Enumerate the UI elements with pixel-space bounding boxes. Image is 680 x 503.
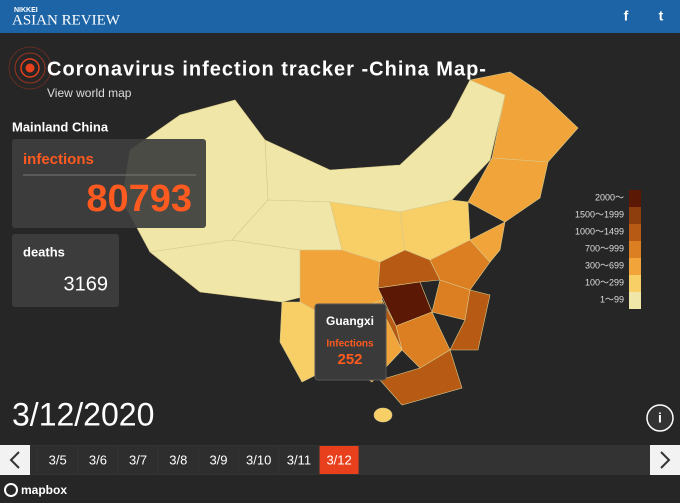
legend-label: 1500～1999 <box>575 209 624 219</box>
tooltip <box>314 303 387 381</box>
date-button[interactable] <box>239 446 279 474</box>
legend-swatch <box>629 275 641 292</box>
date-label[interactable]: 3/11 <box>287 452 311 467</box>
info-button[interactable] <box>646 404 674 432</box>
legend-swatch <box>629 207 641 224</box>
next-button[interactable] <box>650 445 680 475</box>
deaths-label: deaths <box>23 244 65 259</box>
date-label[interactable]: 3/5 <box>49 452 67 467</box>
date-button[interactable] <box>319 446 359 474</box>
legend-swatch <box>629 241 641 258</box>
legend-label: 300～699 <box>585 260 624 270</box>
province[interactable] <box>468 71 579 163</box>
facebook[interactable]: f <box>624 8 629 24</box>
date-button[interactable] <box>279 446 319 474</box>
region: Mainland China <box>12 119 109 134</box>
legend-label: 1～99 <box>600 294 624 304</box>
legend-label: 700～999 <box>585 243 624 253</box>
header-bar <box>0 0 680 33</box>
tooltip-name: Guangxi <box>326 314 374 328</box>
timeline: 3/43/53/63/73/83/93/103/113/12 <box>0 446 359 474</box>
date-label[interactable]: 3/10 <box>246 452 271 467</box>
date-label[interactable]: 3/9 <box>209 452 227 467</box>
deaths-value: 3169 <box>64 273 109 295</box>
next-arrow[interactable] <box>660 451 671 469</box>
province[interactable] <box>467 157 549 223</box>
province[interactable] <box>449 289 491 351</box>
world-map-link[interactable]: View world map <box>47 86 132 100</box>
infections-panel <box>12 139 206 228</box>
map <box>121 71 579 423</box>
province[interactable] <box>469 221 506 263</box>
prev-arrow[interactable] <box>9 451 20 469</box>
twitter[interactable]: t <box>659 8 664 24</box>
legend-swatch <box>629 190 641 207</box>
date-label[interactable]: 3/8 <box>169 452 187 467</box>
brand: ASIAN REVIEW <box>12 12 121 28</box>
date-button[interactable] <box>118 446 158 474</box>
mapbox-logo <box>4 483 18 497</box>
deaths-panel <box>12 234 119 307</box>
legend-swatch <box>629 258 641 275</box>
infections-value: 80793 <box>86 178 192 220</box>
legend-label: 2000～ <box>595 192 624 202</box>
title-icon <box>8 46 52 90</box>
legend-swatch <box>629 292 641 309</box>
brand-top: NIKKEI <box>14 7 38 14</box>
infections-label: infections <box>23 151 94 168</box>
title: Coronavirus infection tracker -China Map… <box>47 58 487 80</box>
date: 3/12/2020 <box>12 396 154 432</box>
legend-label: 100～299 <box>585 277 624 287</box>
legend: 2000～ 1500～1999 1000～1499 700～999 300～699 100… <box>575 190 641 309</box>
date-button[interactable] <box>38 446 78 474</box>
date-label[interactable]: 3/12 <box>326 452 351 467</box>
prev-button[interactable] <box>0 445 30 475</box>
date-label[interactable]: 3/6 <box>89 452 107 467</box>
date-label[interactable]: 3/7 <box>129 452 147 467</box>
tooltip-value: 252 <box>337 351 362 368</box>
date-button[interactable] <box>78 446 118 474</box>
attribution: mapbox <box>21 483 67 497</box>
date-button[interactable] <box>158 446 198 474</box>
date-button[interactable] <box>199 446 238 474</box>
legend-label: 1000～1499 <box>575 226 624 236</box>
province[interactable] <box>429 239 491 291</box>
info-label[interactable]: i <box>658 410 662 426</box>
tooltip-label: Infections <box>326 339 374 350</box>
legend-swatch <box>629 224 641 241</box>
province[interactable] <box>379 349 463 406</box>
province[interactable] <box>373 407 393 423</box>
